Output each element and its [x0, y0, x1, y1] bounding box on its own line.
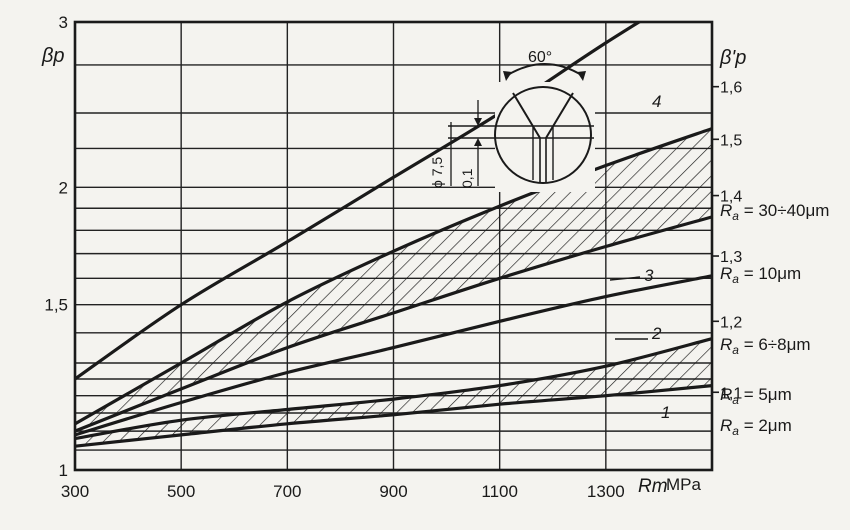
series-label: Ra = 10μm [720, 264, 801, 286]
plot-frame [73, 20, 714, 472]
x-tick-label: 1100 [481, 482, 518, 501]
x-tick-label: 700 [273, 482, 301, 501]
curve-label-3-leader [609, 276, 641, 281]
inset-dim-depth: 0,1 [459, 168, 475, 188]
y-left-tick-label: 2 [59, 178, 68, 197]
y-right-tick-label: 1,5 [720, 132, 742, 149]
curve-label-4: 4 [652, 92, 661, 111]
x-tick-label: 300 [61, 482, 89, 501]
x-tick-label: 500 [167, 482, 195, 501]
y-right-tick-labels: 1,1 1,2 1,3 1,4 1,5 1,6 [712, 80, 742, 402]
hatched-band-3 [75, 128, 712, 432]
series-line-3 [75, 215, 712, 433]
curve-label-2: 2 [651, 324, 662, 343]
y-left-tick-label: 1,5 [44, 296, 68, 315]
y-right-tick-label: 1,6 [720, 80, 742, 97]
series-line-0 [75, 384, 712, 448]
series-label: Ra = 30÷40μm [720, 201, 829, 223]
series-label: Ra = 2μm [720, 416, 792, 438]
y-right-axis-label: β'p [719, 47, 746, 69]
series-label: Ra = 6÷8μm [720, 335, 811, 357]
hatched-bands [75, 128, 712, 447]
series-labels: Ra = 30÷40μm Ra = 10μm Ra = 6÷8μm Ra = 5μm R… [720, 201, 829, 438]
y-left-tick-labels: 1 1,5 2 3 [44, 13, 68, 480]
y-right-tick-label: 1,2 [720, 314, 742, 331]
y-right-tick-label: 1,3 [720, 249, 742, 266]
curve-label-3: 3 [644, 266, 654, 285]
series-line-5 [75, 22, 643, 381]
curves [75, 22, 712, 448]
inset-notch-diagram [448, 63, 595, 192]
series-line-1 [75, 337, 712, 441]
series-label: Ra = 5μm [720, 385, 792, 407]
y-left-tick-label: 3 [59, 13, 68, 32]
x-tick-label: 900 [379, 482, 407, 501]
y-left-axis-label: βp [41, 45, 65, 67]
series-line-4 [75, 127, 712, 426]
y-right-tick-label: 1,1 [720, 385, 742, 402]
x-axis-unit: MPa [666, 475, 702, 494]
x-tick-label: 1300 [587, 482, 625, 501]
y-left-tick-label: 1 [59, 461, 68, 480]
curve-label-1: 1 [661, 403, 670, 422]
inset-dim-diameter: ϕ 7,5 [429, 157, 445, 188]
y-right-tick-label: 1,4 [720, 189, 742, 206]
inset-angle-label: 60° [528, 49, 552, 66]
x-axis-label: Rm [638, 476, 668, 497]
x-tick-labels: 300 500 700 900 1100 1300 [61, 482, 625, 501]
series-line-2 [75, 274, 712, 437]
hatched-band-1 [75, 338, 712, 447]
